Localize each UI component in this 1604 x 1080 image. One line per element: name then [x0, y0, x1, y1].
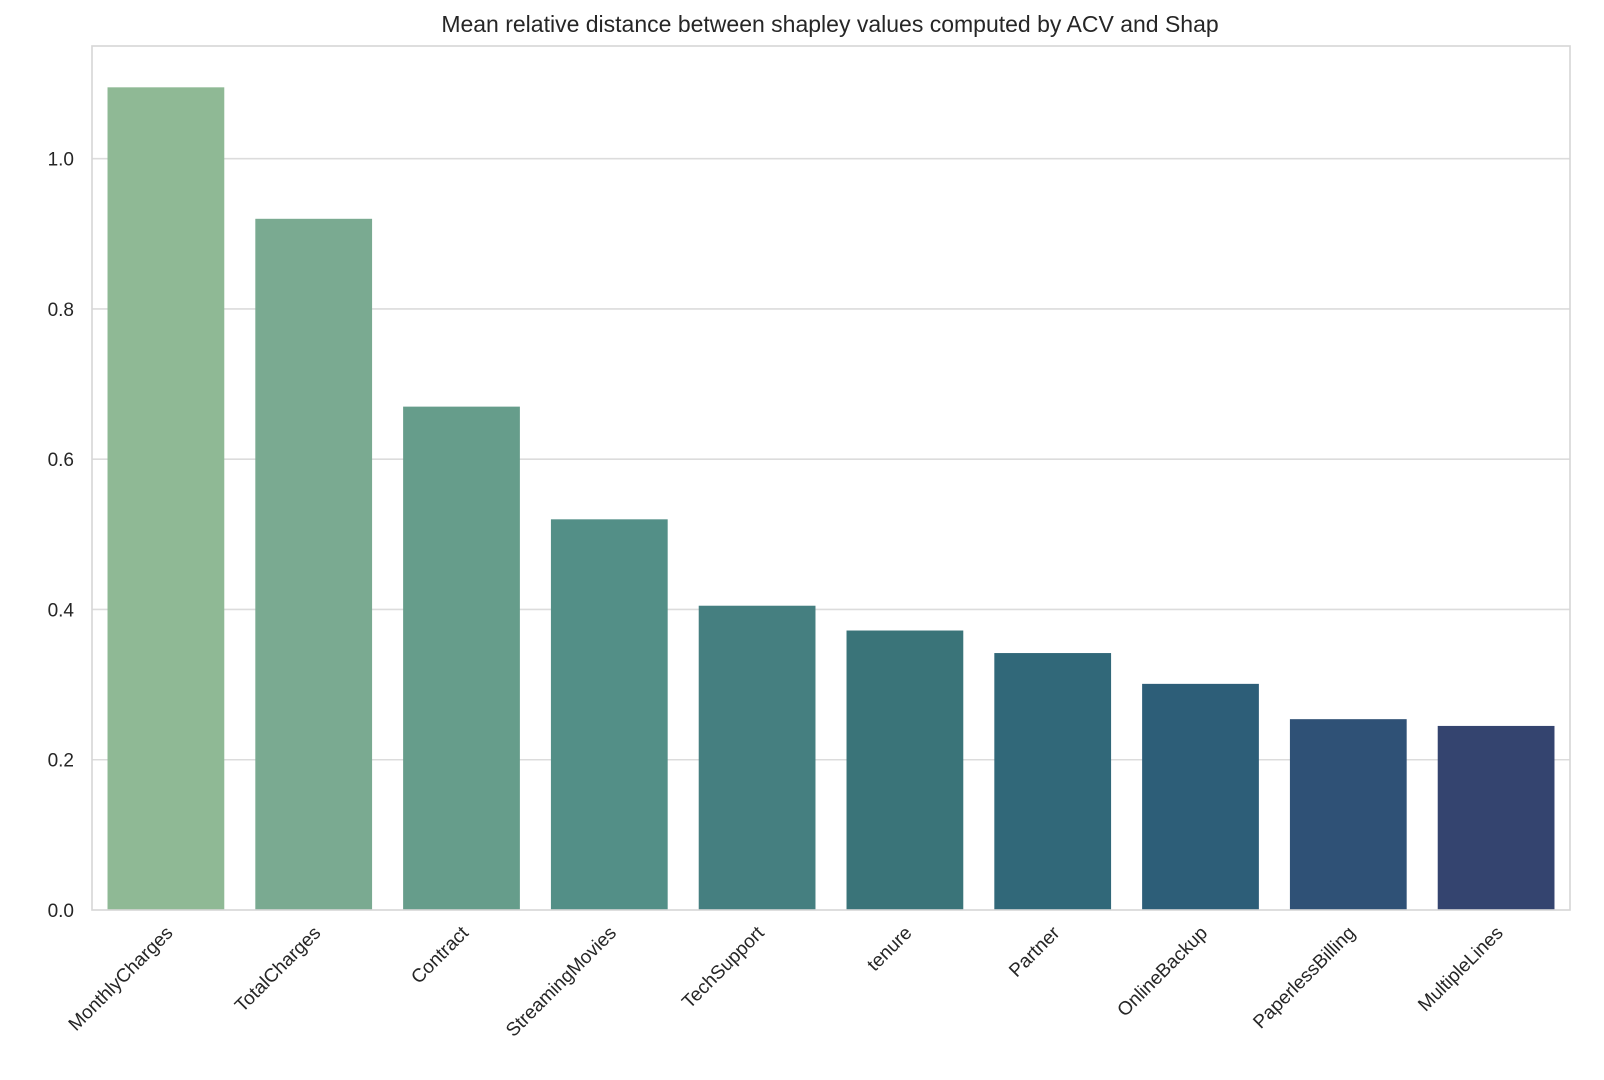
x-tick-label: TotalCharges	[231, 923, 325, 1017]
bar-MultipleLines	[1437, 725, 1555, 910]
y-tick-label: 0.0	[48, 901, 74, 922]
x-tick-label: Contract	[407, 922, 473, 988]
y-tick-label: 1.0	[48, 150, 74, 171]
x-tick-label: PaperlessBilling	[1249, 923, 1359, 1033]
x-tick-label: MonthlyCharges	[65, 923, 178, 1036]
x-axis-ticks: MonthlyCharges TotalCharges Contract Stream…	[65, 922, 1508, 1041]
chart-title: Mean relative distance between shapley v…	[441, 11, 1218, 37]
y-tick-label: 0.8	[48, 300, 74, 321]
bar-PaperlessBilling	[1289, 719, 1407, 910]
x-tick-label: StreamingMovies	[502, 923, 621, 1042]
x-tick-label: OnlineBackup	[1114, 923, 1212, 1021]
x-tick-label: TechSupport	[678, 922, 769, 1013]
y-tick-label: 0.6	[48, 450, 74, 471]
x-tick-label: Partner	[1005, 922, 1064, 981]
bar-TechSupport	[698, 605, 816, 910]
x-tick-label: tenure	[863, 923, 916, 976]
bar-TotalCharges	[255, 218, 373, 911]
y-tick-label: 0.4	[48, 600, 75, 621]
bar-tenure	[846, 630, 964, 910]
y-tick-label: 0.2	[48, 751, 74, 772]
bar-OnlineBackup	[1142, 683, 1259, 910]
bar-layer	[107, 87, 1555, 911]
bar-Partner	[994, 653, 1112, 910]
bar-MonthlyCharges	[107, 87, 225, 911]
y-axis-ticks: 0.0 0.2 0.4 0.6 0.8 1.0	[48, 150, 75, 922]
plot-frame	[91, 45, 1571, 911]
bar-Contract	[403, 406, 520, 910]
x-tick-label: MultipleLines	[1414, 923, 1507, 1016]
bar-StreamingMovies	[550, 519, 668, 910]
